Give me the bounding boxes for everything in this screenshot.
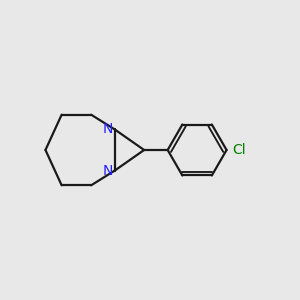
Text: Cl: Cl xyxy=(232,143,245,157)
Text: N: N xyxy=(103,164,113,178)
Text: N: N xyxy=(103,122,113,136)
